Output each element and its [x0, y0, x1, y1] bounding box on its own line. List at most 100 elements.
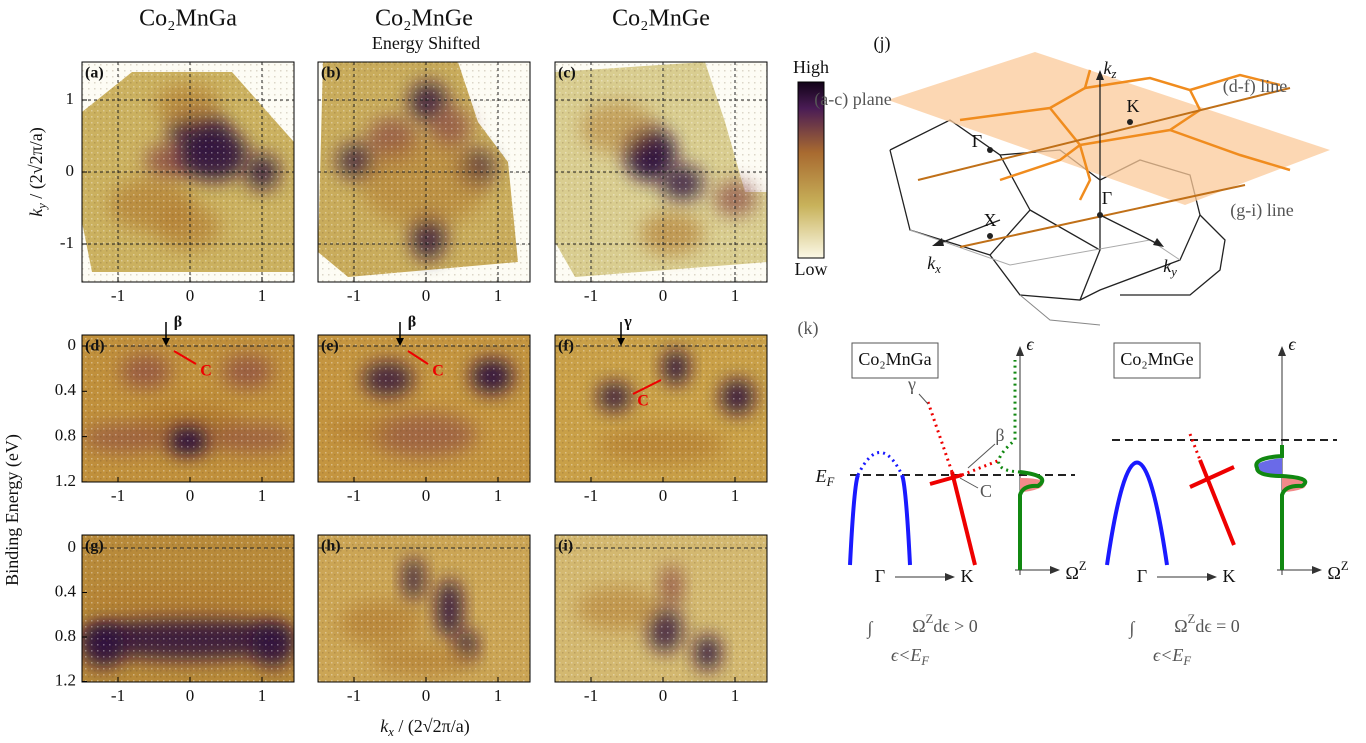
- y-tick-label: 1: [66, 89, 75, 108]
- box-title: Co₂MnGe: [1120, 349, 1193, 369]
- x-tick-label: -1: [347, 286, 361, 305]
- kx-axis-label: kx / (2√2π/a): [380, 716, 470, 739]
- red-band: [930, 475, 962, 484]
- k-to: K: [961, 566, 974, 586]
- heatmap: [82, 335, 294, 482]
- omega-label-part: Ω: [1327, 563, 1340, 583]
- x-tick-label: -1: [111, 486, 125, 505]
- ky-axis-label: ky / (2√2π/a): [26, 127, 49, 217]
- x-tick-label: -1: [584, 286, 598, 305]
- colorbar-low: Low: [795, 259, 828, 279]
- integrand-part: Z: [1188, 612, 1196, 626]
- point-label: X: [984, 210, 997, 230]
- k-from: Γ: [875, 566, 885, 586]
- energy-axis-label: ϵ: [1026, 334, 1034, 354]
- bz-point: [1097, 212, 1103, 218]
- integral-limit-part: F: [920, 654, 929, 668]
- x-tick-label: 0: [659, 486, 668, 505]
- y-tick-label: 1.2: [55, 471, 76, 490]
- x-tick-label: 0: [186, 686, 195, 705]
- x-tick-label: 0: [422, 686, 431, 705]
- crossing-label: C: [637, 393, 649, 410]
- x-tick-label: -1: [347, 686, 361, 705]
- y-tick-label: 0: [68, 335, 77, 354]
- k-to: K: [1223, 566, 1236, 586]
- noise: [82, 535, 294, 682]
- x-tick-label: 1: [731, 286, 740, 305]
- red-band: [952, 472, 975, 565]
- blue-band: [850, 475, 910, 565]
- band-label: β: [995, 425, 1004, 445]
- panel-label: (a): [85, 65, 104, 82]
- arrowhead: [1153, 238, 1164, 247]
- integral-sign: ∫: [1129, 618, 1136, 639]
- column-title: Co₂MnGe: [375, 6, 473, 32]
- omega-label: ΩZ: [1065, 559, 1086, 583]
- y-tick-label: 1.2: [55, 670, 76, 689]
- x-tick-label: 0: [422, 286, 431, 305]
- x-tick-label: 0: [186, 286, 195, 305]
- y-tick-label: 0.4: [55, 380, 77, 399]
- panel-label: (j): [874, 33, 891, 54]
- noise: [318, 535, 530, 682]
- body: (a)-10110-1(b)-101(c)-101(d)-10100.40.81…: [0, 0, 1366, 743]
- point-label: Γ: [1102, 188, 1112, 208]
- noise: [555, 535, 767, 682]
- y-tick-label: 0: [66, 161, 75, 180]
- panel-label: (b): [321, 65, 341, 82]
- y-tick-label: 0.4: [55, 581, 77, 600]
- point-label: Γ: [972, 131, 982, 151]
- omega-label: ΩZ: [1327, 559, 1348, 583]
- integral-limit-part: ϵ<E: [1153, 645, 1183, 665]
- x-tick-label: 0: [659, 286, 668, 305]
- integral-limit-part: F: [1182, 654, 1191, 668]
- column-subtitle: Energy Shifted: [372, 33, 480, 53]
- red-band-dotted: [1190, 434, 1200, 460]
- blue-band-dotted: [858, 453, 902, 476]
- x-tick-label: 1: [731, 686, 740, 705]
- integrand-part: Ω: [912, 616, 925, 636]
- axis-label: kz: [1104, 58, 1117, 81]
- omega-label-part: Z: [1079, 559, 1087, 573]
- integrand-part: Ω: [1174, 616, 1187, 636]
- panel-label: (e): [321, 338, 339, 355]
- heatmap: [555, 335, 767, 482]
- fermi-label-part: E: [815, 466, 827, 486]
- band-label: C: [980, 481, 992, 501]
- integrand-part: dϵ > 0: [933, 616, 977, 636]
- band-label: γ: [623, 314, 632, 331]
- panel-label: (g): [85, 538, 104, 555]
- noise: [318, 335, 530, 482]
- plane-label: (a-c) plane: [814, 89, 891, 110]
- y-tick-label: 0.8: [55, 626, 76, 645]
- panel-label: (d): [85, 338, 105, 355]
- integral-sign: ∫: [867, 618, 874, 639]
- axis-label-part: y: [1169, 265, 1177, 279]
- pointer: [960, 478, 978, 488]
- point-label: K: [1127, 96, 1140, 116]
- line-label: (g-i) line: [1230, 200, 1293, 221]
- crossing-label: C: [432, 363, 444, 380]
- ky-axis: [1100, 215, 1160, 245]
- integrand: ΩZdϵ > 0: [912, 612, 978, 636]
- panel-label: (c): [558, 65, 576, 82]
- fermi-label-part: F: [826, 475, 835, 489]
- integral-limit: ϵ<EF: [1153, 645, 1191, 668]
- axis-label-part: x: [934, 262, 941, 276]
- page: ARPES figure {"columns":[{"title":"Co₂Mn…: [0, 0, 1366, 743]
- blue-band: [1107, 463, 1167, 566]
- red-band: [1190, 467, 1234, 487]
- arrowhead: [1016, 346, 1024, 356]
- band-label: γ: [907, 374, 916, 394]
- arrowhead: [1312, 566, 1322, 574]
- crossing-label: C: [200, 363, 212, 380]
- arrowhead: [1278, 346, 1286, 356]
- bz-edge: [990, 210, 1100, 300]
- x-tick-label: 1: [494, 686, 503, 705]
- red-band-dotted: [962, 460, 1000, 475]
- panel-label: (k): [798, 318, 819, 339]
- line-label: (d-f) line: [1223, 76, 1287, 97]
- x-tick-label: -1: [584, 486, 598, 505]
- panel-label: (h): [321, 538, 341, 555]
- noise: [555, 335, 767, 482]
